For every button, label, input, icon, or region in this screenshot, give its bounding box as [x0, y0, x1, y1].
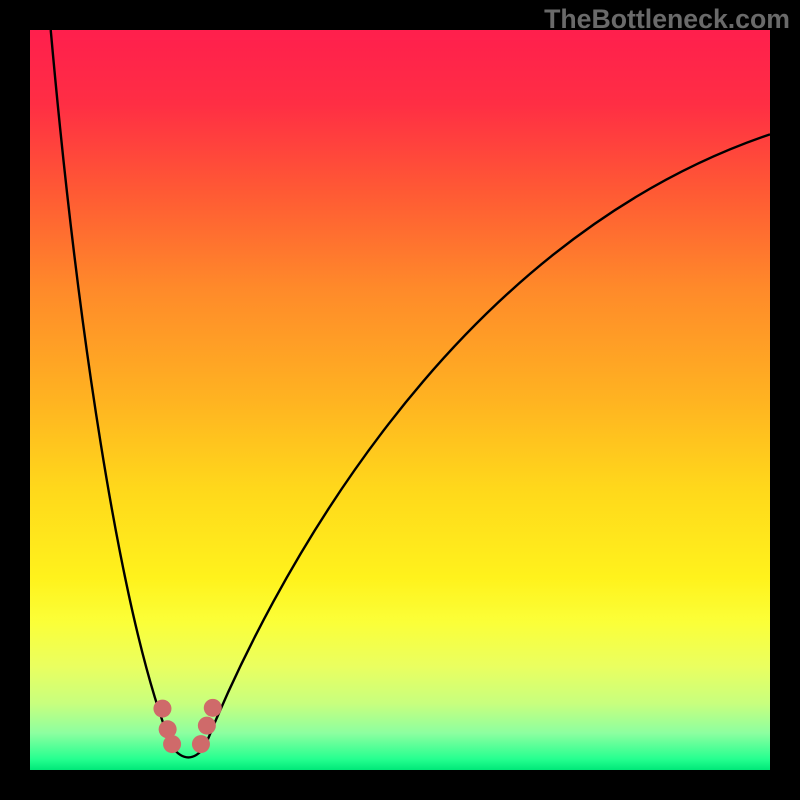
chart-container: TheBottleneck.com — [0, 0, 800, 800]
valley-marker — [192, 735, 210, 753]
valley-marker — [204, 699, 222, 717]
bottleneck-chart — [30, 30, 770, 770]
valley-marker — [163, 735, 181, 753]
valley-marker — [153, 700, 171, 718]
chart-background — [30, 30, 770, 770]
valley-marker — [198, 717, 216, 735]
